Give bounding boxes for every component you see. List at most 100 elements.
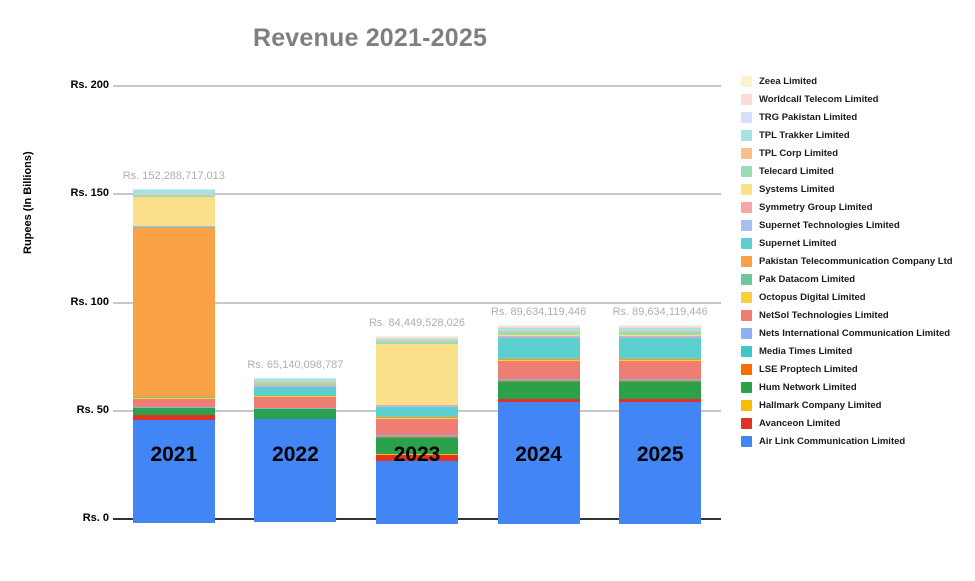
bar-segment[interactable] [132, 396, 215, 398]
legend-item[interactable]: Hallmark Company Limited [741, 396, 975, 414]
bar-segment[interactable] [619, 380, 702, 382]
bar-segment[interactable] [497, 327, 580, 331]
bar-segment[interactable] [132, 226, 215, 228]
bar-segment[interactable] [619, 382, 702, 399]
bar-segment[interactable] [254, 387, 337, 395]
bar-segment[interactable] [497, 330, 580, 332]
bar-segment[interactable] [619, 324, 702, 326]
bar-segment[interactable] [132, 227, 215, 397]
bar-segment[interactable] [254, 386, 337, 388]
legend-item[interactable]: TPL Corp Limited [741, 144, 975, 162]
bar-segment[interactable] [132, 415, 215, 420]
bar-segment[interactable] [619, 330, 702, 332]
bar-group[interactable]: Rs. 84,449,528,026 [369, 86, 465, 524]
bar-segment[interactable] [132, 189, 215, 191]
bar-segment[interactable] [132, 408, 215, 416]
bar-segment[interactable] [497, 357, 580, 359]
legend-item[interactable]: Media Times Limited [741, 342, 975, 360]
bar-segment[interactable] [254, 395, 337, 397]
bar-segment[interactable] [254, 377, 337, 379]
bar-segment[interactable] [254, 396, 337, 409]
bar-segment[interactable] [619, 327, 702, 331]
bar-segment[interactable] [254, 394, 337, 396]
bar-segment[interactable] [132, 196, 215, 226]
bar-segment[interactable] [132, 190, 215, 195]
bar-segment[interactable] [376, 337, 458, 339]
bar-segment[interactable] [619, 379, 702, 381]
bar-segment[interactable] [619, 360, 702, 380]
bar-segment[interactable] [254, 418, 337, 523]
bar-segment[interactable] [376, 344, 458, 406]
bar-segment[interactable] [376, 453, 458, 455]
bar-group[interactable]: Rs. 152,288,717,013 [123, 86, 225, 523]
bar-group[interactable]: Rs. 89,634,119,446 [613, 86, 708, 525]
bar-segment[interactable] [619, 325, 702, 327]
bar-segment[interactable] [132, 195, 215, 197]
bar-segment[interactable] [497, 379, 580, 381]
bar-segment[interactable] [497, 381, 580, 383]
bar-segment[interactable] [619, 401, 702, 525]
bar-segment[interactable] [497, 324, 580, 326]
bar-segment[interactable] [254, 408, 337, 410]
bar-segment[interactable] [376, 436, 458, 438]
bar-segment[interactable] [376, 460, 458, 524]
bar-segment[interactable] [376, 406, 458, 408]
legend-item[interactable]: Octopus Digital Limited [741, 288, 975, 306]
legend-item[interactable]: NetSol Technologies Limited [741, 306, 975, 324]
bar-segment[interactable] [497, 326, 580, 328]
legend-item[interactable]: Telecard Limited [741, 162, 975, 180]
bar-group[interactable]: Rs. 65,140,098,787 [247, 86, 343, 523]
bar-group[interactable]: Rs. 89,634,119,446 [491, 86, 586, 525]
bar-segment[interactable] [376, 339, 458, 342]
bar-segment[interactable] [254, 409, 337, 419]
bar-segment[interactable] [497, 359, 580, 361]
legend-item[interactable]: Air Link Communication Limited [741, 432, 975, 450]
legend-item[interactable]: Nets International Communication Limited [741, 324, 975, 342]
bar-segment[interactable] [376, 454, 458, 461]
bar-segment[interactable] [254, 382, 337, 384]
bar-segment[interactable] [497, 360, 580, 380]
bar-segment[interactable] [619, 357, 702, 359]
legend-item[interactable]: Pakistan Telecommunication Company Ltd [741, 252, 975, 270]
bar-segment[interactable] [132, 225, 215, 227]
bar-segment[interactable] [376, 338, 458, 340]
bar-segment[interactable] [619, 335, 702, 337]
bar-segment[interactable] [376, 405, 458, 407]
bar-segment[interactable] [376, 336, 458, 338]
legend-item[interactable]: TRG Pakistan Limited [741, 108, 975, 126]
bar-segment[interactable] [132, 397, 215, 399]
bar-segment[interactable] [497, 358, 580, 360]
bar-segment[interactable] [619, 331, 702, 335]
bar-segment[interactable] [619, 358, 702, 360]
bar-segment[interactable] [376, 416, 458, 418]
legend-item[interactable]: Supernet Technologies Limited [741, 216, 975, 234]
bar-segment[interactable] [497, 325, 580, 327]
legend-item[interactable]: Symmetry Group Limited [741, 198, 975, 216]
legend-item[interactable]: LSE Proptech Limited [741, 360, 975, 378]
bar-segment[interactable] [619, 381, 702, 383]
bar-segment[interactable] [497, 336, 580, 338]
bar-segment[interactable] [497, 331, 580, 335]
bar-segment[interactable] [497, 380, 580, 382]
bar-segment[interactable] [376, 341, 458, 343]
bar-segment[interactable] [497, 337, 580, 339]
legend-item[interactable]: Zeea Limited [741, 72, 975, 90]
bar-segment[interactable] [497, 401, 580, 525]
legend-item[interactable]: Systems Limited [741, 180, 975, 198]
legend-item[interactable]: Pak Datacom Limited [741, 270, 975, 288]
bar-segment[interactable] [376, 342, 458, 345]
legend-item[interactable]: Worldcall Telecom Limited [741, 90, 975, 108]
bar-segment[interactable] [376, 415, 458, 417]
bar-segment[interactable] [619, 398, 702, 402]
bar-segment[interactable] [132, 194, 215, 196]
bar-segment[interactable] [132, 407, 215, 409]
bar-segment[interactable] [254, 385, 337, 387]
legend-item[interactable]: Avanceon Limited [741, 414, 975, 432]
bar-segment[interactable] [497, 382, 580, 399]
legend-item[interactable]: Hum Network Limited [741, 378, 975, 396]
bar-segment[interactable] [497, 338, 580, 358]
bar-segment[interactable] [497, 398, 580, 402]
bar-segment[interactable] [376, 437, 458, 439]
bar-segment[interactable] [619, 359, 702, 361]
bar-segment[interactable] [376, 438, 458, 454]
